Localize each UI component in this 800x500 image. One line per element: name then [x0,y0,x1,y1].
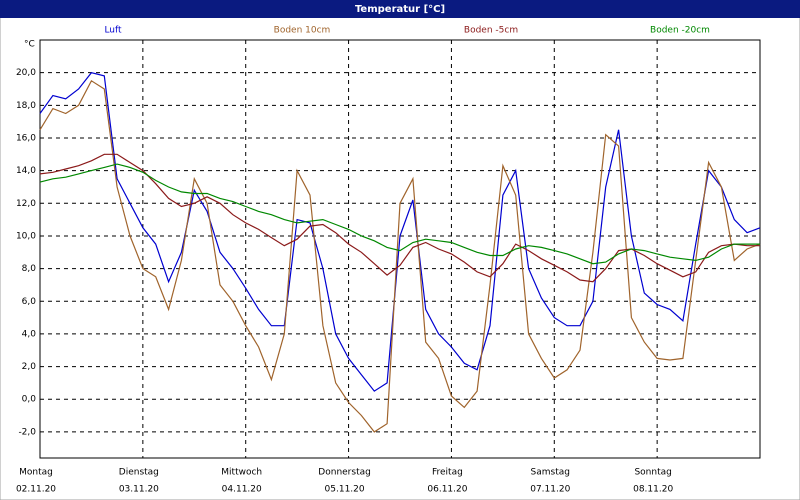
chart-title: Temperatur [°C] [355,4,445,15]
series-line [39,72,761,392]
x-tick-date: 03.11.20 [119,485,159,495]
series-line [39,153,760,283]
legend-entry: Boden 10cm [274,26,331,36]
x-tick-date: 02.11.20 [16,485,56,495]
legend-entry: Luft [104,26,122,36]
y-tick-label: 12,0 [16,199,36,209]
y-tick-label: 16,0 [16,133,36,143]
y-tick-label: -2,0 [18,427,36,437]
legend-entry: Boden -5cm [464,26,518,36]
x-tick-date: 07.11.20 [530,485,570,495]
y-tick-label: 20,0 [16,68,36,78]
plot-frame [39,39,761,459]
y-tick-label: 0,0 [22,395,37,405]
y-tick-label: 2,0 [22,362,37,372]
x-tick-date: 08.11.20 [633,485,673,495]
legend-entry: Boden -20cm [650,26,710,36]
series-line [39,163,760,265]
x-tick-label: Donnerstag [318,468,371,478]
x-tick-label: Dienstag [119,468,159,478]
x-tick-date: 05.11.20 [325,485,365,495]
y-tick-label: 18,0 [16,101,36,111]
y-tick-label: 10,0 [16,231,36,241]
title-bar [0,0,800,18]
y-tick-label: 14,0 [16,166,36,176]
x-tick-label: Mittwoch [221,468,262,478]
x-tick-label: Montag [19,468,53,478]
series-line [39,79,761,433]
y-tick-label: 4,0 [22,329,37,339]
y-tick-label: 6,0 [22,297,37,307]
y-tick-label: 8,0 [22,264,37,274]
x-tick-label: Freitag [432,468,463,478]
x-tick-date: 06.11.20 [427,485,467,495]
y-unit: °C [24,40,35,50]
x-tick-label: Sonntag [634,468,671,478]
x-tick-date: 04.11.20 [222,485,262,495]
x-tick-label: Samstag [531,468,570,478]
